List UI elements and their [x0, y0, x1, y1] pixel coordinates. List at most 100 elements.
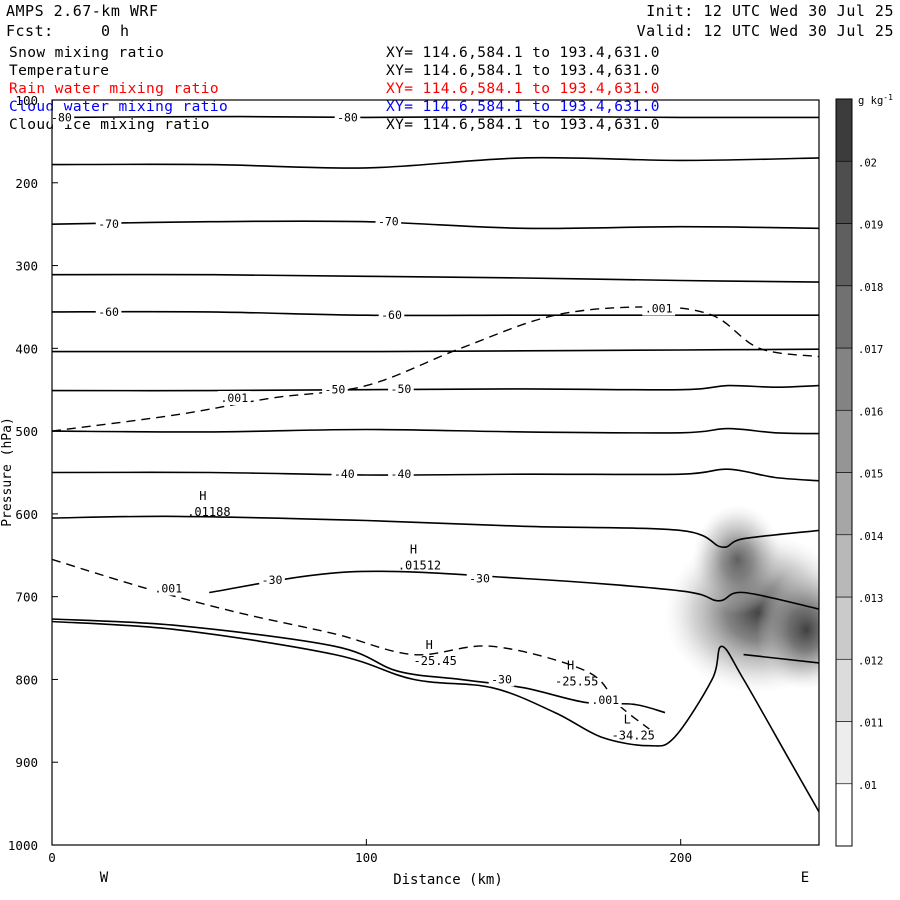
isotherm-line [52, 384, 819, 392]
label-bg [95, 304, 122, 319]
cloud-contour-label: .001 [591, 693, 619, 707]
extremum-type: H [410, 543, 417, 557]
y-tick-label: 200 [15, 176, 38, 191]
field-name-rain: Rain water mixing ratio [9, 81, 219, 97]
colorbar-cell [835, 658, 853, 722]
colorbar-cell [835, 783, 853, 847]
extremum-value: -25.45 [414, 654, 457, 668]
isotherm-label: -50 [325, 383, 346, 397]
shade-blob [692, 504, 783, 615]
colorbar-tick-label: .011 [858, 718, 883, 730]
cloud-contour-label: .001 [645, 302, 673, 316]
isotherm-line [52, 468, 819, 482]
label-bg [466, 571, 493, 586]
colorbar-tick-label: .02 [858, 157, 877, 169]
colorbar-cell [835, 721, 853, 785]
field-name-snow: Snow mixing ratio [9, 45, 165, 61]
isotherm-line [52, 220, 819, 230]
colorbar-cell [835, 596, 853, 660]
y-tick-label: 900 [15, 755, 38, 770]
colorbar-tick-label: .017 [858, 344, 883, 356]
colorbar-tick-label: .013 [858, 593, 883, 605]
colorbar-cell [835, 347, 853, 411]
y-axis-label: Pressure (hPa) [0, 417, 15, 527]
colorbar-unit: g kg-1 [858, 93, 893, 107]
colorbar-cell [835, 223, 853, 287]
extremum-type: H [567, 658, 574, 672]
field-xy-cloud-water: XY= 114.6,584.1 to 193.4,631.0 [386, 99, 660, 115]
colorbar-tick-label: .014 [858, 531, 883, 543]
isotherm-label: -70 [378, 215, 399, 229]
y-tick-label: 600 [15, 507, 38, 522]
init-time: Init: 12 UTC Wed 30 Jul 25 [646, 2, 894, 20]
y-tick-label: 300 [15, 259, 38, 274]
y-tick-label: 400 [15, 341, 38, 356]
extremum-type: L [624, 712, 631, 726]
label-bg [388, 381, 414, 396]
colorbar-frame [835, 98, 853, 847]
isotherm-line [52, 273, 819, 283]
isotherm-line [52, 115, 819, 119]
colorbar-tick-label: .019 [858, 220, 883, 232]
fcst-value: 0 h [101, 22, 130, 40]
colorbar: .01 .011 .012 .013 .014 .015 .016 .017 .018 .019.… [835, 98, 883, 847]
label-bg [95, 217, 122, 232]
colorbar-cell [835, 534, 853, 598]
y-tick-label: 700 [15, 590, 38, 605]
x-axis-label: Distance (km) [393, 872, 503, 888]
label-bg [259, 573, 285, 588]
field-xy-snow: XY= 114.6,584.1 to 193.4,631.0 [386, 45, 660, 61]
isotherm-line [52, 348, 819, 353]
colorbar-cell [835, 472, 853, 536]
isotherm-label: -60 [98, 305, 119, 319]
isotherm-label: -80 [337, 110, 358, 124]
extremum-type: H [199, 489, 206, 503]
isotherm-line [52, 156, 819, 169]
isotherm-label: -70 [98, 217, 119, 231]
label-bg [388, 467, 414, 482]
x-tick-label: 100 [355, 850, 378, 865]
label-bg [378, 308, 405, 323]
isotherm-label: -40 [391, 467, 412, 481]
isotherm-line [52, 427, 819, 435]
colorbar-tick-label: .015 [858, 469, 883, 481]
isotherm-label: -40 [334, 467, 355, 481]
fcst-label: Fcst: [6, 22, 54, 40]
extremum-value: -25.55 [555, 674, 598, 688]
y-tick-label: 100 [15, 93, 38, 108]
colorbar-cell [835, 98, 853, 162]
extremum-value: -34.25 [612, 728, 655, 742]
label-bg [322, 382, 348, 397]
colorbar-tick-label: .016 [858, 406, 883, 418]
model-title: AMPS 2.67-km WRF [6, 2, 159, 20]
x-tick-label: 200 [669, 850, 692, 865]
label-bg [375, 214, 402, 229]
field-name-temperature: Temperature [9, 63, 110, 79]
isotherm-line [209, 570, 819, 610]
cloud-contour-line [52, 306, 819, 432]
extremum-type: H [426, 638, 433, 652]
colorbar-tick-label: .012 [858, 655, 883, 667]
colorbar-tick-label: .01 [858, 780, 877, 792]
label-bg [488, 672, 515, 687]
y-tick-label: 1000 [8, 838, 38, 853]
plot-frame [51, 99, 820, 846]
valid-time: Valid: 12 UTC Wed 30 Jul 25 [636, 22, 894, 40]
label-bg [331, 467, 358, 482]
colorbar-cell [835, 409, 853, 473]
extremum-value: .01512 [398, 559, 441, 573]
colorbar-cell [835, 160, 853, 224]
extremum-value: .01188 [187, 505, 230, 519]
shade-blob [756, 569, 819, 690]
y-tick-label: 800 [15, 672, 38, 687]
label-bg [642, 301, 676, 316]
field-name-cloud-ice: Cloud ice mixing ratio [9, 117, 210, 133]
isotherm-line [743, 653, 819, 664]
x-tick-label: 0 [48, 850, 56, 865]
label-bg [217, 391, 251, 405]
label-bg [151, 581, 185, 596]
isotherm-line [52, 515, 819, 548]
colorbar-tick-label: .018 [858, 282, 883, 294]
label-bg [48, 110, 75, 125]
